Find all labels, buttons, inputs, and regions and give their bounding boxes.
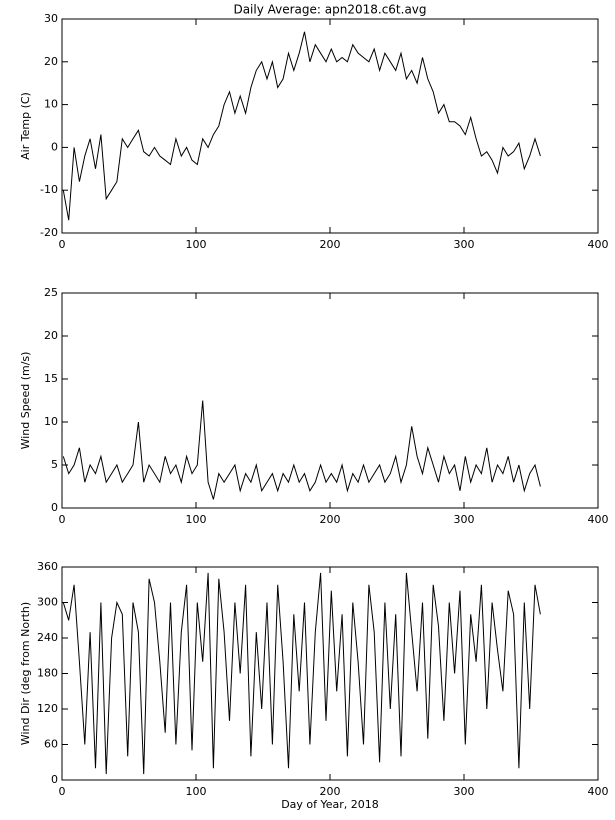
y-tick-label: 10 <box>44 415 58 428</box>
y-tick-label: -10 <box>40 183 58 196</box>
x-axis-label: Day of Year, 2018 <box>281 798 379 811</box>
y-tick-label: 240 <box>37 631 58 644</box>
y-tick-label: 20 <box>44 55 58 68</box>
x-tick-label: 300 <box>454 238 475 251</box>
y-tick-label: 300 <box>37 596 58 609</box>
y-tick-label: 10 <box>44 98 58 111</box>
data-line <box>62 400 541 500</box>
y-tick-label: 0 <box>51 140 58 153</box>
x-tick-label: 400 <box>588 513 609 526</box>
y-tick-label: 30 <box>44 12 58 25</box>
y-tick-label: 0 <box>51 501 58 514</box>
x-tick-label: 300 <box>454 513 475 526</box>
y-tick-label: -20 <box>40 226 58 239</box>
data-line <box>62 572 541 775</box>
chart-title: Daily Average: apn2018.c6t.avg <box>233 3 426 17</box>
y-axis-label: Wind Speed (m/s) <box>19 352 32 450</box>
x-tick-label: 100 <box>186 238 207 251</box>
x-tick-label: 100 <box>186 785 207 798</box>
x-tick-label: 200 <box>320 513 341 526</box>
y-tick-label: 60 <box>44 738 58 751</box>
y-axis-label: Wind Dir (deg from North) <box>19 602 32 745</box>
x-tick-label: 300 <box>454 785 475 798</box>
y-tick-label: 120 <box>37 702 58 715</box>
x-tick-label: 200 <box>320 238 341 251</box>
y-tick-label: 180 <box>37 667 58 680</box>
y-tick-label: 5 <box>51 458 58 471</box>
y-tick-label: 0 <box>51 773 58 786</box>
x-tick-label: 100 <box>186 513 207 526</box>
x-tick-label: 0 <box>59 238 66 251</box>
y-tick-label: 15 <box>44 372 58 385</box>
y-axis-label: Air Temp (C) <box>19 92 32 160</box>
y-tick-label: 20 <box>44 329 58 342</box>
x-tick-label: 200 <box>320 785 341 798</box>
x-tick-label: 0 <box>59 513 66 526</box>
x-tick-label: 400 <box>588 785 609 798</box>
x-tick-label: 0 <box>59 785 66 798</box>
y-tick-label: 360 <box>37 560 58 573</box>
x-tick-label: 400 <box>588 238 609 251</box>
data-line <box>62 31 541 221</box>
y-tick-label: 25 <box>44 286 58 299</box>
